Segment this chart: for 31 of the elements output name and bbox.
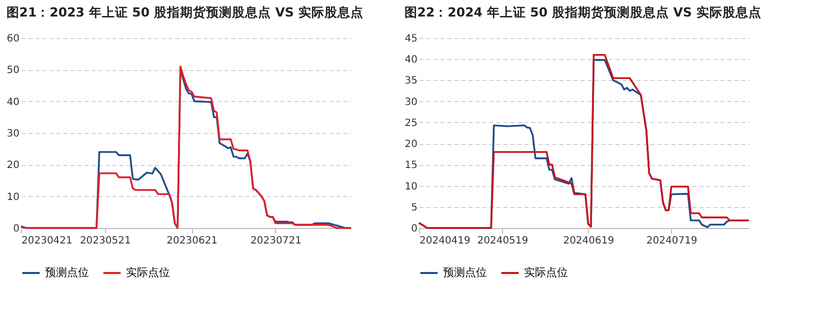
legend-label: 预测点位	[443, 266, 487, 279]
y-tick-label: 25	[404, 118, 418, 129]
x-tick-label: 20240719	[646, 236, 698, 246]
y-tick-label: 0	[13, 224, 20, 234]
legend-label: 预测点位	[45, 266, 89, 279]
y-tick-label: 40	[6, 96, 20, 108]
y-tick-label: 45	[404, 34, 418, 44]
y-tick-label: 30	[6, 128, 20, 140]
x-tick-label: 20240519	[477, 236, 528, 246]
y-tick-label: 30	[404, 96, 418, 108]
x-tick-label: 20230721	[250, 236, 302, 246]
y-tick-label: 5	[411, 202, 418, 214]
x-tick-label: 20230521	[80, 236, 131, 246]
y-tick-label: 35	[404, 76, 418, 87]
x-tick-label: 20240619	[563, 236, 614, 246]
y-tick-label: 10	[404, 181, 418, 192]
legend-label: 实际点位	[524, 266, 568, 279]
x-tick-label: 20230621	[166, 236, 218, 246]
y-tick-label: 50	[6, 65, 20, 76]
x-tick-label: 20230421	[22, 236, 72, 246]
y-tick-label: 20	[404, 139, 418, 150]
y-tick-label: 0	[411, 224, 418, 234]
y-tick-label: 20	[6, 160, 20, 172]
y-tick-label: 60	[6, 34, 20, 44]
chart-title: 图22：2024 年上证 50 股指期货预测股息点 VS 实际股息点	[404, 4, 762, 20]
legend-label: 实际点位	[126, 266, 170, 279]
y-tick-label: 10	[6, 192, 20, 203]
chart-title: 图21：2023 年上证 50 股指期货预测股息点 VS 实际股息点	[6, 4, 364, 20]
y-tick-label: 15	[404, 160, 418, 172]
x-tick-label: 20240419	[420, 236, 470, 246]
y-tick-label: 40	[404, 54, 418, 66]
